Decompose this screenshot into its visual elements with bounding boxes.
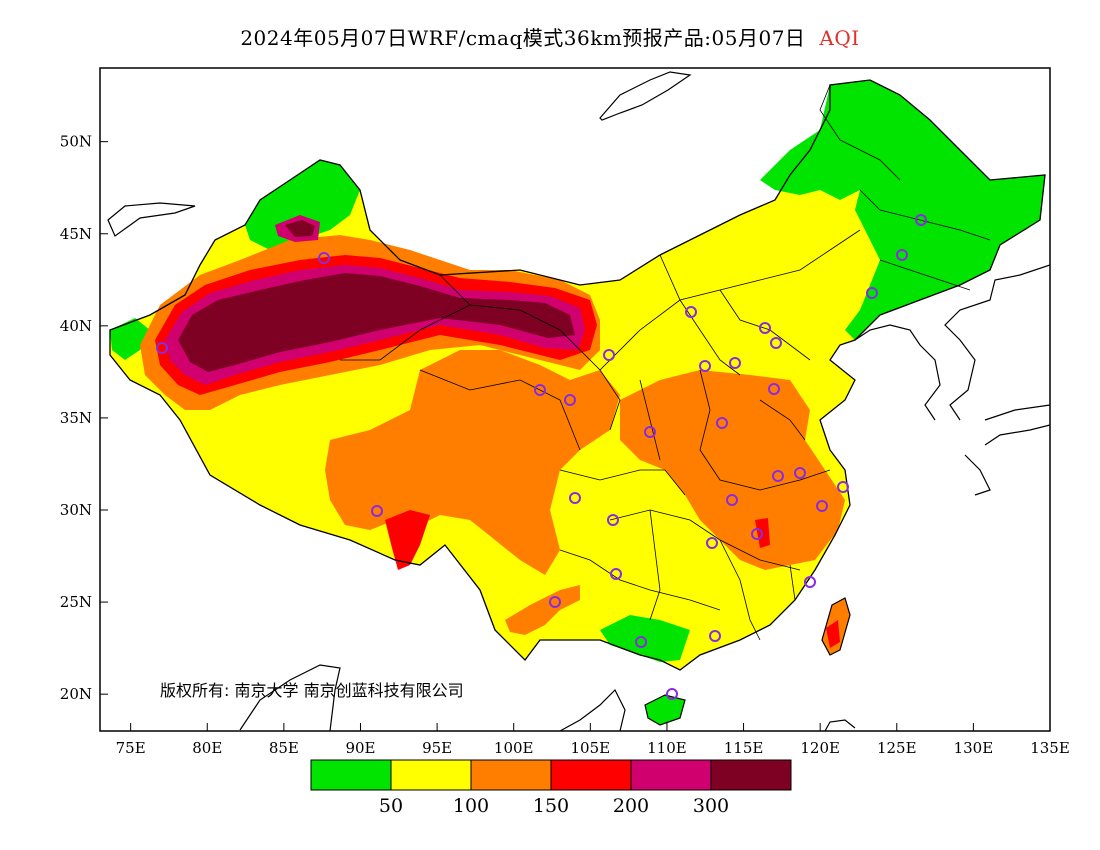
aqi-unhealthy-taiwan: [826, 620, 840, 648]
station-marker: [549, 596, 561, 608]
station-marker: [607, 514, 619, 526]
lat-tick-label: 35N: [60, 409, 92, 427]
lon-tick-label: 120E: [800, 739, 840, 757]
taiwan-outline: [821, 597, 851, 656]
station-marker: [837, 481, 849, 493]
china-aqi-field: [110, 80, 1045, 725]
station-marker: [716, 417, 728, 429]
station-markers: [156, 214, 927, 700]
lon-tick-label: 95E: [422, 739, 452, 757]
lon-tick-label: 90E: [345, 739, 375, 757]
station-marker: [709, 630, 721, 642]
station-marker: [759, 322, 771, 334]
lat-tick-label: 25N: [60, 593, 92, 611]
aqi-good-northeast: [760, 80, 1045, 340]
station-marker: [915, 214, 927, 226]
aqi-good-northwest: [245, 160, 360, 250]
station-marker: [666, 688, 678, 700]
legend-swatch-very-unhealthy: [630, 759, 712, 791]
lon-tick-label: 110E: [647, 739, 687, 757]
lon-tick-label: 85E: [269, 739, 299, 757]
aqi-good-west: [110, 318, 150, 360]
national-border: [109, 79, 1046, 671]
map-area: [107, 71, 1050, 731]
station-marker: [610, 568, 622, 580]
legend-swatch-hazardous: [710, 759, 792, 791]
lon-tick-label: 125E: [877, 739, 917, 757]
station-marker: [699, 360, 711, 372]
station-marker: [816, 500, 828, 512]
copyright-text: 版权所有: 南京大学 南京创蓝科技有限公司: [160, 681, 464, 700]
station-marker: [635, 636, 647, 648]
lat-tick-label: 30N: [60, 501, 92, 519]
station-marker: [564, 394, 576, 406]
lon-tick-label: 100E: [494, 739, 534, 757]
station-marker: [726, 494, 738, 506]
station-marker: [770, 337, 782, 349]
station-marker: [603, 349, 615, 361]
latitude-axis: 20N 25N 30N 35N 40N 45N 50N: [60, 133, 108, 703]
station-marker: [156, 342, 168, 354]
pollutant-label: AQI: [819, 26, 860, 50]
hainan-outline: [644, 694, 686, 726]
aqi-usg-east-central: [620, 370, 845, 570]
map-title: 2024年05月07日WRF/cmaq模式36km预报产品:05月07日 AQI: [0, 22, 1100, 51]
longitude-axis: 75E 80E 85E 90E 95E 100E 105E 110E 115E 120E 125E 1…: [116, 723, 1070, 757]
station-marker: [804, 576, 816, 588]
legend-threshold-label: 150: [533, 795, 569, 817]
station-marker: [569, 492, 581, 504]
legend-swatch-moderate: [390, 759, 472, 791]
station-marker: [706, 537, 718, 549]
legend-threshold-label: 50: [379, 795, 403, 817]
lon-tick-label: 105E: [571, 739, 611, 757]
legend-threshold-label: 200: [613, 795, 649, 817]
aqi-hazardous-dzungaria: [285, 220, 315, 237]
station-marker: [729, 357, 741, 369]
station-marker: [794, 467, 806, 479]
aqi-hazardous-taklimakan: [178, 273, 575, 372]
legend-threshold-label: 300: [693, 795, 729, 817]
aqi-good-hainan: [645, 695, 685, 725]
lat-tick-label: 50N: [60, 133, 92, 151]
station-marker: [644, 426, 656, 438]
legend-threshold-label: 100: [453, 795, 489, 817]
map-frame: [99, 67, 1051, 732]
station-marker: [866, 287, 878, 299]
station-marker: [318, 252, 330, 264]
station-marker: [896, 249, 908, 261]
coastlines: [107, 71, 1050, 731]
lon-tick-label: 115E: [724, 739, 764, 757]
lat-tick-label: 20N: [60, 685, 92, 703]
lat-tick-label: 40N: [60, 317, 92, 335]
lon-tick-label: 80E: [192, 739, 222, 757]
station-marker: [768, 383, 780, 395]
aqi-usg-southwest: [505, 585, 580, 635]
station-marker: [685, 306, 697, 318]
title-text: 2024年05月07日WRF/cmaq模式36km预报产品:05月07日: [240, 26, 806, 50]
station-marker: [371, 505, 383, 517]
station-marker: [534, 384, 546, 396]
lon-tick-label: 75E: [116, 739, 146, 757]
aqi-unhealthy-tibet: [385, 510, 430, 570]
lon-tick-label: 130E: [954, 739, 994, 757]
station-marker: [772, 470, 784, 482]
legend-swatch-good: [310, 759, 392, 791]
aqi-color-legend: 50 100 150 200 300: [310, 759, 792, 817]
station-marker: [751, 528, 763, 540]
lon-tick-label: 135E: [1030, 739, 1070, 757]
legend-swatch-unhealthy: [550, 759, 632, 791]
lat-tick-label: 45N: [60, 225, 92, 243]
legend-swatch-unhealthy-sensitive: [470, 759, 552, 791]
